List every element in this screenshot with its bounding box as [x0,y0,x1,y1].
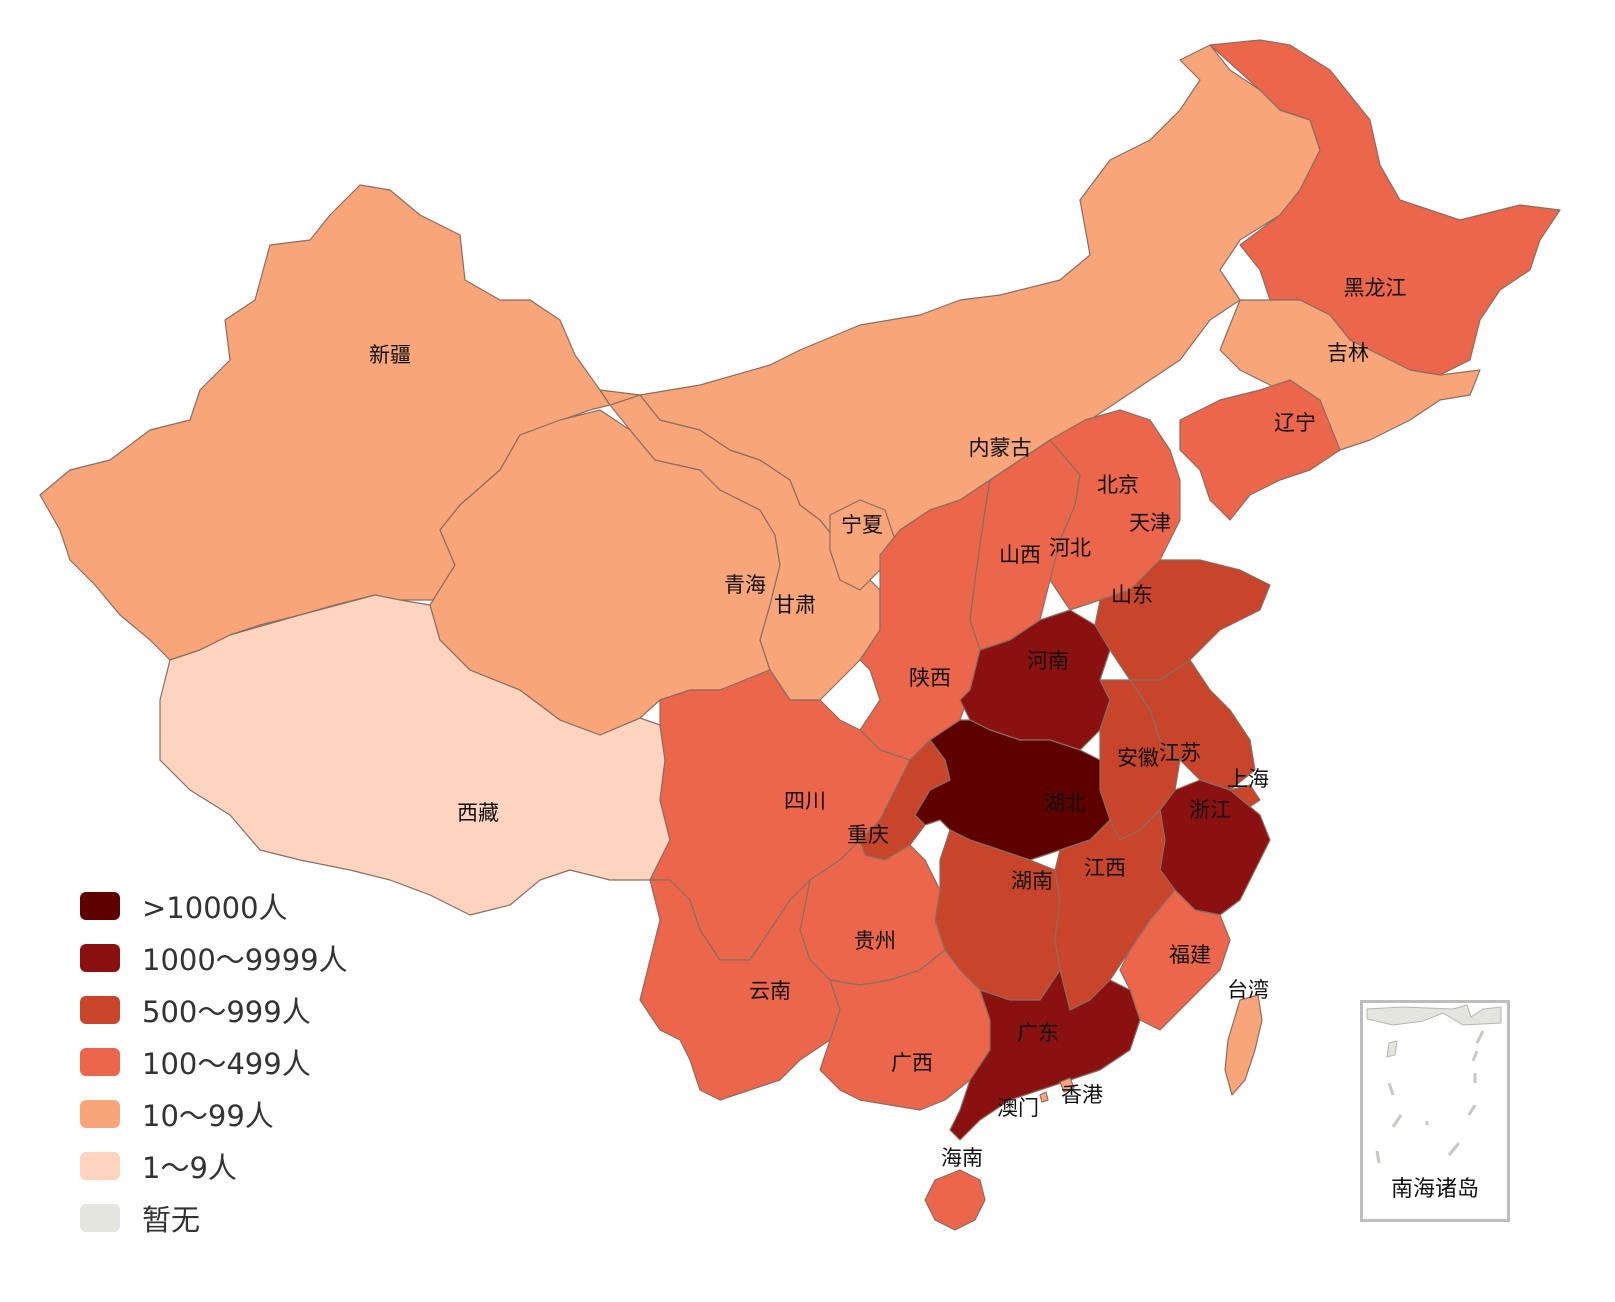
legend-label: 500～999人 [142,995,311,1029]
province-label: 江西 [1084,856,1126,880]
legend-label: 100～499人 [142,1047,311,1081]
south-china-sea-inset: 南海诸岛 [1360,1000,1510,1222]
inset-label: 南海诸岛 [1390,1177,1479,1202]
province-label: 上海 [1227,767,1269,791]
legend-swatch [80,1100,120,1128]
province-label: 河南 [1027,649,1069,673]
province-label: 台湾 [1227,978,1269,1002]
legend-swatch [80,1152,120,1180]
legend-item[interactable]: 1～9人 [80,1140,348,1192]
legend: >10000人 1000～9999人 500～999人 100～499人 10～99人 1… [80,880,348,1244]
province-region[interactable] [1119,889,1231,1031]
province-label: 吉林 [1327,341,1369,365]
province-label: 天津 [1129,511,1171,535]
legend-label: >10000人 [142,891,288,925]
province-label: 香港 [1061,1083,1103,1107]
province-label: 黑龙江 [1344,276,1407,300]
legend-label: 1～9人 [142,1151,237,1185]
province-region[interactable] [1094,559,1271,681]
legend-label: 暂无 [142,1203,201,1237]
province-region[interactable] [1059,1077,1075,1093]
province-label: 辽宁 [1274,411,1316,435]
province-label: 四川 [784,789,826,813]
legend-swatch [80,1048,120,1076]
legend-label: 1000～9999人 [142,943,348,977]
province-label: 宁夏 [841,513,883,537]
province-label: 陕西 [909,666,951,690]
province-label: 海南 [941,1146,983,1170]
legend-swatch [80,944,120,972]
legend-item[interactable]: 100～499人 [80,1036,348,1088]
province-label: 河北 [1049,536,1091,560]
province-label: 北京 [1097,473,1139,497]
province-region[interactable] [949,969,1141,1141]
province-label: 云南 [749,979,791,1003]
province-label: 重庆 [847,823,889,847]
legend-swatch [80,996,120,1024]
province-region[interactable] [609,44,1321,571]
inset-islands-icon [1366,1004,1502,1164]
legend-item[interactable]: 10～99人 [80,1088,348,1140]
province-label: 广西 [891,1051,933,1075]
legend-item[interactable]: 暂无 [80,1192,348,1244]
province-label: 山西 [999,543,1041,567]
legend-item[interactable]: 1000～9999人 [80,932,348,984]
province-region[interactable] [1224,994,1263,1096]
province-label: 湖南 [1011,869,1053,893]
legend-swatch [80,892,120,920]
province-label: 新疆 [369,343,411,367]
province-label: 浙江 [1189,798,1231,822]
legend-label: 10～99人 [142,1099,274,1133]
legend-swatch [80,1204,120,1232]
province-label: 山东 [1111,583,1153,607]
province-region[interactable] [1179,379,1341,521]
province-label: 内蒙古 [969,436,1032,460]
province-label: 贵州 [854,929,896,953]
province-label: 澳门 [997,1096,1039,1120]
province-label: 福建 [1169,943,1211,967]
province-label: 甘肃 [774,593,816,617]
legend-item[interactable]: >10000人 [80,880,348,932]
province-region[interactable] [1039,1091,1049,1103]
province-label: 湖北 [1044,791,1086,815]
province-label: 江苏 [1159,741,1201,765]
province-label: 广东 [1017,1021,1059,1045]
legend-item[interactable]: 500～999人 [80,984,348,1036]
province-region[interactable] [924,1169,986,1231]
province-label: 安徽 [1117,746,1159,770]
province-label: 青海 [724,573,766,597]
province-label: 西藏 [457,801,499,825]
